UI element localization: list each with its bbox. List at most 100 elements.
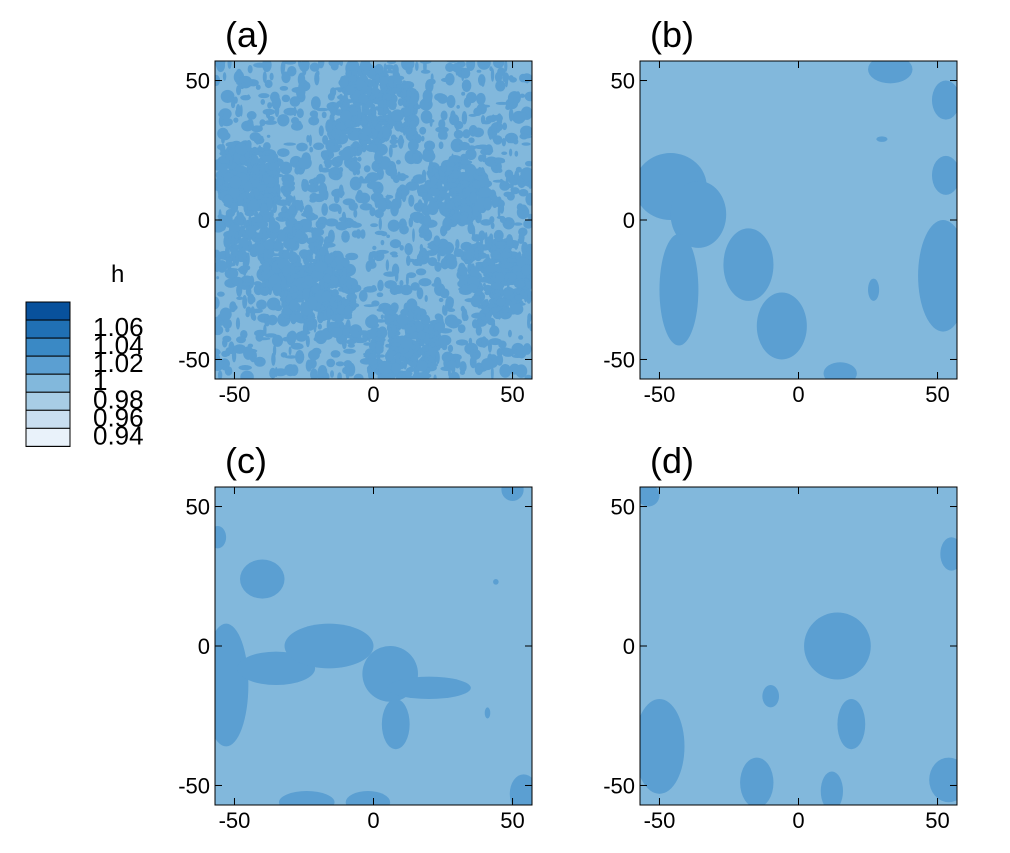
noise-patch xyxy=(399,279,404,287)
noise-patch xyxy=(449,156,457,163)
noise-patch xyxy=(295,85,306,99)
noise-patch xyxy=(390,302,399,312)
noise-patch xyxy=(442,210,450,217)
noise-patch xyxy=(263,176,276,186)
noise-patch xyxy=(423,61,427,74)
noise-patch xyxy=(280,185,285,194)
noise-patch xyxy=(345,277,359,290)
noise-patch xyxy=(331,289,339,298)
contour-blob xyxy=(931,80,957,120)
noise-patch xyxy=(262,71,267,83)
noise-patch xyxy=(327,92,335,101)
noise-patch xyxy=(295,266,307,271)
noise-patch xyxy=(426,362,439,368)
noise-patch xyxy=(405,379,419,384)
x-tick-label: 50 xyxy=(500,382,524,407)
noise-patch xyxy=(243,270,247,277)
noise-patch xyxy=(506,183,514,189)
noise-patch xyxy=(252,151,267,156)
contour-blob xyxy=(823,362,857,379)
noise-patch xyxy=(256,299,267,310)
noise-patch xyxy=(467,222,474,235)
noise-patch xyxy=(419,243,424,252)
noise-patch xyxy=(315,173,326,184)
noise-patch xyxy=(476,144,490,150)
noise-patch xyxy=(260,203,268,214)
noise-patch xyxy=(495,114,503,122)
noise-patch xyxy=(380,239,385,246)
noise-patch xyxy=(313,193,326,203)
noise-patch xyxy=(399,337,413,350)
noise-patch xyxy=(462,129,471,139)
contour-blob xyxy=(931,155,957,195)
noise-patch xyxy=(403,106,411,117)
noise-patch xyxy=(484,148,494,154)
noise-patch xyxy=(425,193,433,201)
noise-patch xyxy=(400,373,407,379)
noise-patch xyxy=(402,89,407,103)
noise-patch xyxy=(341,258,350,268)
noise-patch xyxy=(473,107,483,117)
contour-blob xyxy=(804,612,871,680)
noise-patch xyxy=(326,305,331,319)
noise-patch xyxy=(348,106,359,116)
noise-patch xyxy=(453,129,464,139)
noise-patch xyxy=(419,232,426,238)
noise-patch xyxy=(267,116,275,121)
noise-patch xyxy=(365,86,372,98)
noise-patch xyxy=(368,370,375,379)
noise-patch xyxy=(258,145,262,152)
noise-patch xyxy=(391,136,398,140)
noise-patch xyxy=(361,113,366,125)
noise-patch xyxy=(380,337,385,347)
noise-patch xyxy=(232,255,236,266)
noise-patch xyxy=(231,349,237,363)
noise-patch xyxy=(269,367,277,379)
noise-patch xyxy=(499,203,505,214)
noise-patch xyxy=(292,226,297,237)
noise-patch xyxy=(484,156,499,167)
noise-patch xyxy=(421,150,436,163)
noise-patch xyxy=(524,374,532,379)
noise-patch xyxy=(502,122,508,131)
noise-patch xyxy=(483,197,493,211)
noise-patch xyxy=(246,252,250,266)
noise-patch xyxy=(376,308,385,312)
noise-patch xyxy=(440,288,450,299)
noise-patch xyxy=(389,138,398,145)
noise-patch xyxy=(228,186,240,199)
noise-patch xyxy=(318,125,324,137)
noise-patch xyxy=(238,279,243,288)
noise-patch xyxy=(298,249,310,258)
noise-patch xyxy=(264,333,278,338)
colorbar-band xyxy=(25,373,71,393)
noise-patch xyxy=(322,242,336,248)
noise-patch xyxy=(382,126,390,139)
noise-patch xyxy=(351,230,359,238)
noise-patch xyxy=(318,182,328,197)
noise-patch xyxy=(230,202,239,213)
noise-patch xyxy=(374,150,383,164)
noise-patch xyxy=(215,178,223,191)
contour-blob xyxy=(659,233,699,346)
noise-patch xyxy=(461,111,468,125)
noise-patch xyxy=(399,244,404,251)
noise-patch xyxy=(421,344,430,352)
noise-patch xyxy=(388,76,394,88)
noise-patch xyxy=(253,214,264,224)
noise-patch xyxy=(367,314,379,327)
noise-patch xyxy=(499,178,503,183)
noise-patch xyxy=(417,252,424,267)
noise-patch xyxy=(240,94,251,101)
noise-patch xyxy=(437,238,449,249)
noise-patch xyxy=(346,61,360,71)
noise-patch xyxy=(365,260,372,273)
contour-blob xyxy=(918,220,957,332)
noise-patch xyxy=(234,142,249,155)
noise-patch xyxy=(291,122,304,131)
noise-patch xyxy=(305,335,310,348)
noise-patch xyxy=(491,244,497,251)
x-tick-label: 0 xyxy=(367,808,379,833)
noise-patch xyxy=(366,181,381,190)
noise-patch xyxy=(416,372,430,379)
